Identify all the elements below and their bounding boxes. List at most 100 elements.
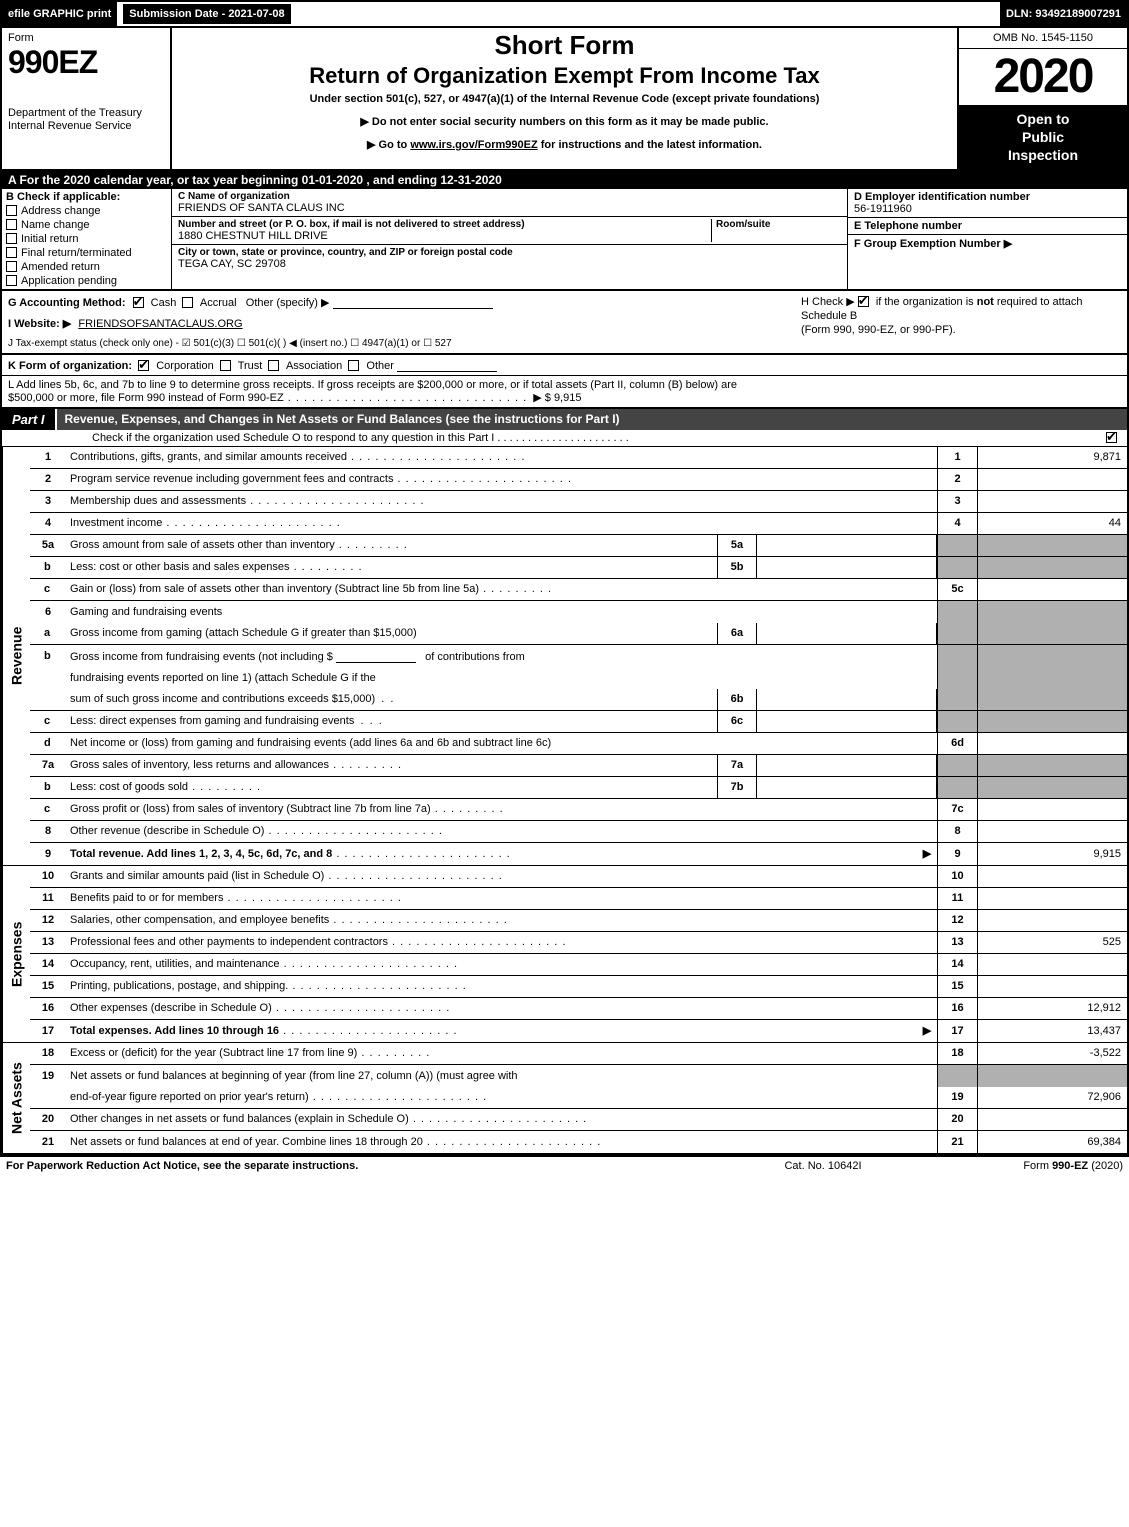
header-right: OMB No. 1545-1150 2020 Open to Public In… — [957, 28, 1127, 169]
line-2: 2 Program service revenue including gove… — [30, 469, 1127, 491]
i-label: I Website: ▶ — [8, 318, 71, 330]
line-6b-ino: 6b — [717, 689, 757, 710]
line-6d-desc: Net income or (loss) from gaming and fun… — [66, 734, 937, 752]
cb-final-return[interactable]: Final return/terminated — [6, 247, 167, 259]
cb-association[interactable] — [268, 360, 279, 371]
line-7a-desc: Gross sales of inventory, less returns a… — [66, 756, 717, 774]
section-g-to-j: G Accounting Method: Cash Accrual Other … — [2, 291, 1127, 355]
line-7c: c Gross profit or (loss) from sales of i… — [30, 799, 1127, 821]
line-6b-no-blank — [30, 675, 66, 681]
line-7c-rno: 7c — [937, 799, 977, 820]
line-8-no: 8 — [30, 822, 66, 840]
line-17-rno: 17 — [937, 1020, 977, 1042]
inspect-line1: Open to — [961, 110, 1125, 128]
line-19-1: 19 Net assets or fund balances at beginn… — [30, 1065, 1127, 1087]
line-7b-rno-grey — [937, 777, 977, 798]
line-9-no: 9 — [30, 845, 66, 863]
cb-name-change[interactable]: Name change — [6, 219, 167, 231]
header-center: Short Form Return of Organization Exempt… — [172, 28, 957, 169]
line-13-rno: 13 — [937, 932, 977, 953]
cb-cash[interactable] — [133, 297, 144, 308]
line-13-no: 13 — [30, 933, 66, 951]
part-1-header: Part I Revenue, Expenses, and Changes in… — [2, 409, 1127, 430]
instructions-link-line: Go to www.irs.gov/Form990EZ for instruct… — [182, 138, 947, 151]
line-10-value — [977, 866, 1127, 887]
line-1-rno: 1 — [937, 447, 977, 468]
line-6b-rval-grey3 — [977, 689, 1127, 710]
telephone-cell: E Telephone number — [848, 218, 1127, 235]
line-6d-value — [977, 733, 1127, 754]
line-15-rno: 15 — [937, 976, 977, 997]
line-6b-desc3: fundraising events reported on line 1) (… — [66, 669, 937, 687]
line-12-no: 12 — [30, 911, 66, 929]
line-3-value — [977, 491, 1127, 512]
line-4-rno: 4 — [937, 513, 977, 534]
line-16-rno: 16 — [937, 998, 977, 1019]
line-14-desc: Occupancy, rent, utilities, and maintena… — [66, 955, 937, 973]
other-org-input[interactable] — [397, 358, 497, 372]
department-label: Department of the Treasury Internal Reve… — [8, 107, 164, 133]
cb-schedule-o-used[interactable] — [1106, 432, 1117, 443]
cb-accrual[interactable] — [182, 297, 193, 308]
street-label: Number and street (or P. O. box, if mail… — [178, 219, 705, 230]
line-20-value — [977, 1109, 1127, 1130]
line-5a-desc: Gross amount from sale of assets other t… — [66, 536, 717, 554]
line-6b-rval-grey1 — [977, 645, 1127, 667]
line-17-no: 17 — [30, 1022, 66, 1040]
line-6b-contrib-input[interactable] — [336, 649, 416, 663]
cb-application-pending[interactable]: Application pending — [6, 275, 167, 287]
line-6b-1: b Gross income from fundraising events (… — [30, 645, 1127, 667]
cb-address-change[interactable]: Address change — [6, 205, 167, 217]
ein-label: D Employer identification number — [854, 191, 1121, 203]
page-footer: For Paperwork Reduction Act Notice, see … — [0, 1157, 1129, 1175]
line-16-desc: Other expenses (describe in Schedule O) — [66, 999, 937, 1017]
line-11-rno: 11 — [937, 888, 977, 909]
line-5c: c Gain or (loss) from sale of assets oth… — [30, 579, 1127, 601]
group-exemption-label: F Group Exemption Number ▶ — [854, 237, 1121, 250]
line-6c-rval-grey — [977, 711, 1127, 732]
line-6-rval-grey — [977, 601, 1127, 623]
cb-amended-return[interactable]: Amended return — [6, 261, 167, 273]
line-14: 14 Occupancy, rent, utilities, and maint… — [30, 954, 1127, 976]
line-2-desc: Program service revenue including govern… — [66, 470, 937, 488]
line-18-no: 18 — [30, 1044, 66, 1062]
org-name-value: FRIENDS OF SANTA CLAUS INC — [178, 202, 841, 214]
website-value[interactable]: FRIENDSOFSANTACLAUS.ORG — [78, 318, 242, 330]
h-schedule-b: H Check ▶ if the organization is not req… — [801, 295, 1121, 338]
line-12-value — [977, 910, 1127, 931]
k-label: K Form of organization: — [8, 360, 132, 372]
dept-irs: Internal Revenue Service — [8, 120, 132, 132]
line-7a-ival — [757, 755, 937, 776]
line-17-arrow: ▶ — [917, 1024, 937, 1037]
line-20-no: 20 — [30, 1110, 66, 1128]
cb-initial-return[interactable]: Initial return — [6, 233, 167, 245]
other-specify-input[interactable] — [333, 295, 493, 309]
org-name-label: C Name of organization — [178, 191, 841, 202]
line-6c-rno-grey — [937, 711, 977, 732]
line-5b-rno-grey — [937, 557, 977, 578]
section-a-tax-year: A For the 2020 calendar year, or tax yea… — [2, 171, 1127, 189]
cb-schedule-b-not-required[interactable] — [858, 296, 869, 307]
part-1-title: Revenue, Expenses, and Changes in Net As… — [57, 409, 1127, 430]
omb-number: OMB No. 1545-1150 — [959, 28, 1127, 49]
city-label: City or town, state or province, country… — [178, 247, 841, 258]
line-21-rno: 21 — [937, 1131, 977, 1153]
cb-trust[interactable] — [220, 360, 231, 371]
form-990ez-page: efile GRAPHIC print Submission Date - 20… — [0, 0, 1129, 1157]
line-14-value — [977, 954, 1127, 975]
line-16-value: 12,912 — [977, 998, 1127, 1019]
line-18-rno: 18 — [937, 1043, 977, 1064]
line-6d-rno: 6d — [937, 733, 977, 754]
line-17-desc: Total expenses. Add lines 10 through 16 — [66, 1022, 917, 1040]
line-6d: d Net income or (loss) from gaming and f… — [30, 733, 1127, 755]
cb-corporation[interactable] — [138, 360, 149, 371]
line-5a-rval-grey — [977, 535, 1127, 556]
header-left: Form 990EZ Department of the Treasury In… — [2, 28, 172, 169]
top-bar: efile GRAPHIC print Submission Date - 20… — [2, 2, 1127, 28]
cb-other-org[interactable] — [348, 360, 359, 371]
irs-link[interactable]: www.irs.gov/Form990EZ — [410, 139, 537, 151]
other-label: Other (specify) ▶ — [246, 297, 330, 309]
line-7a-rno-grey — [937, 755, 977, 776]
line-21: 21 Net assets or fund balances at end of… — [30, 1131, 1127, 1153]
telephone-label: E Telephone number — [854, 220, 1121, 232]
